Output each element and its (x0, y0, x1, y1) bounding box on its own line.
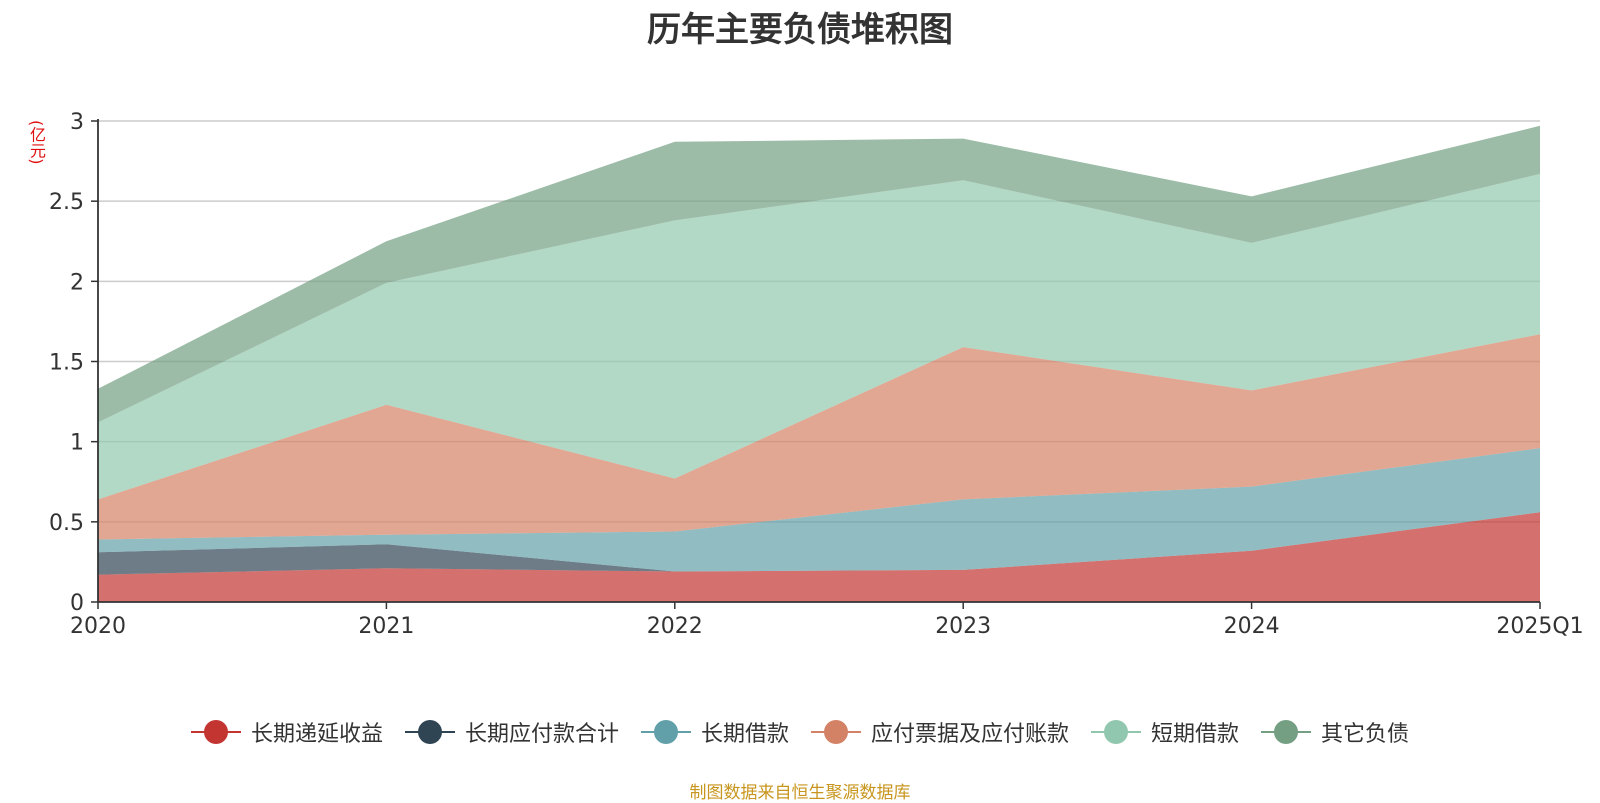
legend-item[interactable]: 应付票据及应付账款 (811, 716, 1069, 748)
y-tick-label: 0.5 (49, 511, 84, 536)
x-tick-label: 2021 (358, 614, 414, 639)
x-tick-label: 2024 (1224, 614, 1280, 639)
y-tick-label: 2 (70, 270, 84, 295)
area-应付票据及应付账款 (98, 334, 1540, 540)
legend-label: 长期借款 (700, 722, 789, 747)
y-tick-label: 0 (70, 591, 84, 616)
legend-label: 应付票据及应付账款 (871, 722, 1070, 747)
legend-dot (653, 720, 678, 744)
area-长期应付款合计 (98, 512, 1540, 575)
x-tick-label: 2025Q1 (1496, 614, 1583, 639)
chart-title: 历年主要负债堆积图 (647, 10, 953, 50)
legend-item[interactable]: 短期借款 (1091, 716, 1239, 748)
y-tick-label: 1.5 (49, 351, 84, 376)
legend-label: 长期应付款合计 (464, 722, 619, 747)
y-tick-label: 2.5 (49, 190, 84, 215)
area-其它负债 (98, 125, 1540, 423)
legend-marker-icon (190, 720, 241, 744)
legend: 长期递延收益 长期应付款合计 长期借款 应付票据及应付账款 短期借款 其它负债 (0, 716, 1600, 748)
legend-item[interactable]: 长期借款 (640, 716, 789, 748)
legend-label: 其它负债 (1321, 722, 1410, 747)
legend-marker-icon (811, 720, 861, 744)
legend-item[interactable]: 长期递延收益 (190, 716, 383, 748)
area-短期借款 (98, 173, 1540, 500)
legend-dot (417, 720, 442, 744)
series-areas (98, 125, 1540, 602)
legend-marker-icon (1091, 720, 1142, 744)
area-长期递延收益 (98, 512, 1540, 602)
y-tick-label: 1 (70, 431, 84, 456)
legend-marker-icon (640, 720, 691, 744)
y-axis-unit-label: (亿元) (27, 120, 46, 165)
legend-dot (203, 720, 228, 744)
legend-dot (824, 720, 848, 744)
legend-marker-icon (404, 720, 455, 744)
legend-item[interactable]: 其它负债 (1261, 716, 1409, 748)
area-长期借款 (98, 448, 1540, 572)
legend-dot (1274, 720, 1299, 744)
legend-label: 短期借款 (1151, 722, 1240, 747)
x-tick-label: 2020 (70, 614, 126, 639)
y-tick-label: 3 (70, 110, 84, 135)
x-tick-labels: 2020 2021 2022 2023 2024 2025Q1 (70, 614, 1584, 639)
y-tick-labels: 0 0.5 1 1.5 2 2.5 3 (49, 110, 84, 616)
x-tick-label: 2023 (935, 614, 991, 639)
legend-dot (1104, 720, 1129, 744)
legend-marker-icon (1261, 720, 1312, 744)
legend-item[interactable]: 长期应付款合计 (404, 716, 619, 748)
x-tick-label: 2022 (647, 614, 703, 639)
source-note: 制图数据来自恒生聚源数据库 (689, 783, 911, 803)
legend-label: 长期递延收益 (250, 722, 383, 747)
axes (91, 119, 1541, 609)
